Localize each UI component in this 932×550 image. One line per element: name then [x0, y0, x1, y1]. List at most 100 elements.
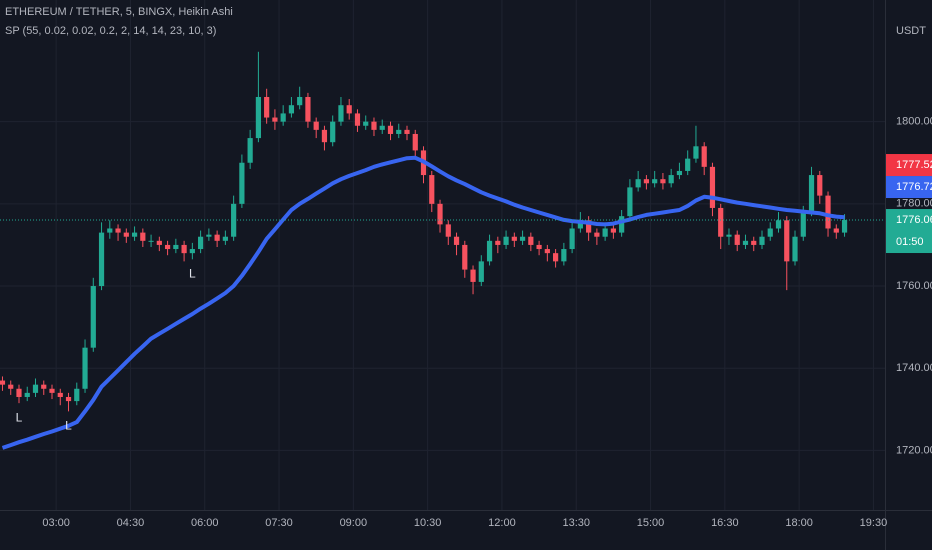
candle-body — [8, 384, 14, 389]
candle-body — [131, 232, 138, 237]
candle-body — [668, 175, 674, 184]
candle-body — [247, 138, 253, 163]
candle-body — [32, 384, 39, 393]
x-tick-label: 04:30 — [117, 517, 145, 529]
candle-body — [437, 203, 443, 225]
candle-body — [577, 220, 583, 229]
y-tick-label: 1800.00 — [896, 116, 932, 128]
candle-body — [148, 240, 154, 242]
candle-body — [676, 170, 683, 176]
candle-body — [346, 105, 352, 114]
last-price-label-bg — [886, 154, 932, 177]
candle-body — [181, 244, 187, 254]
candle-body — [206, 234, 212, 237]
candle-body — [561, 249, 567, 262]
candle-body — [90, 286, 96, 348]
x-tick-label: 07:30 — [265, 517, 293, 529]
candle-body — [792, 236, 798, 262]
close-label: 1776.06 — [896, 214, 932, 226]
candle-body — [528, 236, 534, 245]
grid — [0, 0, 885, 510]
candle-body — [627, 187, 633, 217]
candle-body — [759, 236, 765, 245]
y-tick-label: 1740.00 — [896, 362, 932, 374]
countdown-label: 01:50 — [896, 236, 924, 248]
candle-body — [82, 347, 88, 389]
candle-body — [619, 216, 625, 233]
candle-body — [264, 96, 270, 118]
candle-body — [239, 162, 245, 204]
candle-body — [297, 96, 303, 106]
candle-body — [751, 240, 757, 245]
x-tick-label: 03:00 — [42, 517, 70, 529]
candle-body — [198, 236, 204, 250]
candle-body — [610, 228, 616, 233]
candle-body — [569, 228, 575, 250]
candle-body — [635, 179, 641, 188]
x-tick-label: 15:00 — [637, 517, 665, 529]
candle-body — [602, 228, 608, 237]
candle-body — [825, 195, 831, 229]
close-label-bg — [886, 209, 932, 254]
x-tick-label: 16:30 — [711, 517, 739, 529]
last-price-label: 1777.52 — [896, 159, 932, 171]
x-tick-label: 13:30 — [562, 517, 590, 529]
candle-body — [817, 175, 823, 196]
y-tick-label: 1760.00 — [896, 280, 932, 292]
candle-body — [65, 396, 72, 402]
candle-body — [330, 121, 336, 143]
candle-body — [462, 244, 468, 270]
candle-body — [363, 121, 369, 126]
candle-body — [140, 232, 146, 241]
candle-body — [495, 240, 501, 245]
candle-body — [173, 244, 179, 250]
candle-body — [222, 236, 228, 241]
candle-body — [709, 166, 716, 208]
signal-marker: L — [189, 266, 196, 280]
candle-body — [701, 146, 707, 167]
candle-body — [767, 228, 773, 237]
candle-body — [519, 236, 526, 241]
indicator-line — [1, 155, 845, 450]
candle-body — [123, 232, 129, 237]
candle-body — [652, 179, 658, 184]
candle-body — [305, 96, 311, 122]
candle-body — [833, 228, 839, 233]
candle-body — [280, 113, 286, 122]
y-tick-label: 1720.00 — [896, 444, 932, 456]
candle-body — [800, 212, 806, 237]
indicator-legend: SP (55, 0.02, 0.02, 0.2, 2, 14, 14, 23, … — [5, 25, 216, 37]
plot-area: L L L — [0, 51, 885, 450]
candle-body — [594, 232, 600, 237]
indicator-label: 1776.72 — [896, 181, 932, 193]
candle-body — [429, 175, 435, 204]
candle-body — [841, 220, 848, 233]
candle-body — [685, 158, 691, 171]
candle-body — [387, 125, 394, 134]
chart-title: ETHEREUM / TETHER, 5, BINGX, Heikin Ashi — [5, 6, 233, 18]
x-tick-label: 09:00 — [340, 517, 368, 529]
candle-body — [214, 234, 220, 241]
y-tick-label: 1780.00 — [896, 198, 932, 210]
candle-body — [107, 228, 113, 233]
currency-label: USDT — [896, 25, 926, 37]
candle-body — [115, 228, 121, 233]
indicator-label-bg — [886, 176, 932, 199]
candle-body — [586, 220, 592, 233]
candle-body — [272, 117, 278, 122]
candle-body — [643, 179, 650, 184]
candle-body — [808, 175, 815, 213]
x-tick-label: 19:30 — [860, 517, 888, 529]
candle-body — [16, 388, 22, 397]
x-tick-label: 12:00 — [488, 517, 516, 529]
candle-body — [354, 113, 361, 126]
candle-body — [726, 234, 732, 237]
candle-body — [775, 220, 782, 229]
candle-body — [742, 240, 749, 245]
candle-body — [453, 236, 460, 245]
signal-marker: L — [65, 419, 72, 433]
candle-body — [74, 388, 80, 402]
candle-body — [503, 236, 509, 245]
candle-body — [553, 253, 559, 262]
